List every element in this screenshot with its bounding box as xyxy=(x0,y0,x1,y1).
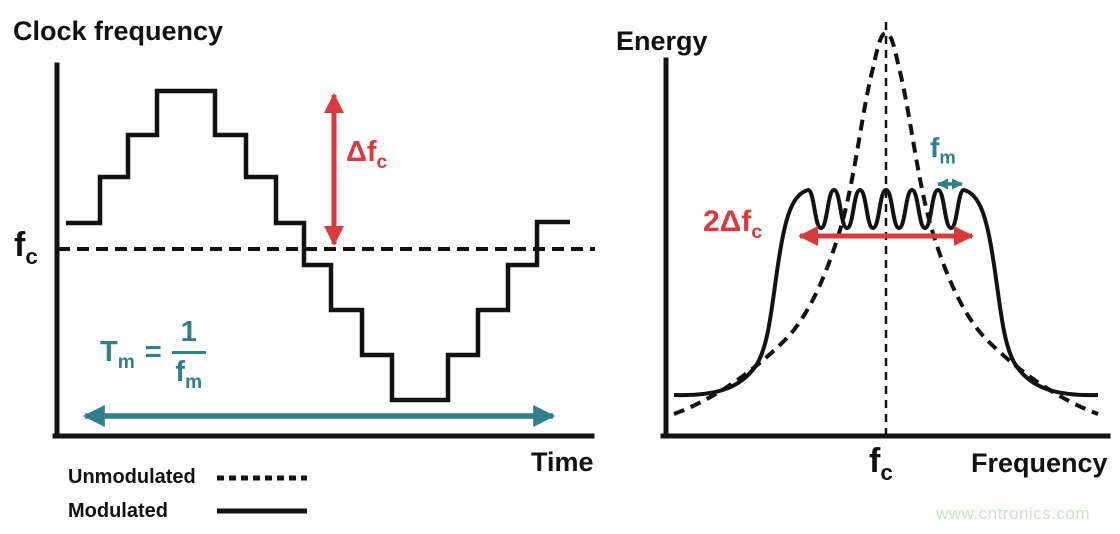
formula-denominator-sub: m xyxy=(185,371,203,393)
left-plot-axes xyxy=(52,62,595,439)
carrier-frequency-main: f xyxy=(14,226,26,264)
frequency-deviation-sub: c xyxy=(376,151,388,173)
frequency-deviation-label: Δfc xyxy=(346,136,387,172)
modulation-period-formula: Tm = 1 fm xyxy=(100,318,206,392)
right-plot-axes xyxy=(660,57,1111,439)
right-y-axis-title: Energy xyxy=(616,26,708,56)
center-frequency-main: f xyxy=(869,442,881,480)
formula-lhs-main: T xyxy=(100,336,118,368)
formula-equals: = xyxy=(144,336,162,368)
spread-width-label: 2Δfc xyxy=(703,205,762,242)
formula-lhs-sub: m xyxy=(117,351,135,373)
formula-lhs: Tm xyxy=(100,336,135,372)
center-frequency-sub: c xyxy=(880,459,893,485)
staircase-modulation-waveform xyxy=(66,88,570,403)
frequency-deviation-main: Δf xyxy=(346,136,377,168)
left-x-axis-title: Time xyxy=(531,447,594,477)
formula-fraction: 1 fm xyxy=(171,318,206,392)
formula-denominator: fm xyxy=(175,354,202,392)
site-watermark: www.cntronics.com xyxy=(936,504,1090,523)
unmodulated-spectrum-curve xyxy=(673,30,1099,416)
left-plot-title: Clock frequency xyxy=(13,16,224,46)
legend-item-unmodulated: Unmodulated xyxy=(68,466,196,488)
ripple-spacing-label: fm xyxy=(930,132,956,167)
carrier-frequency-label: fc xyxy=(14,226,38,268)
spread-width-main: 2Δf xyxy=(703,205,752,238)
center-frequency-label: fc xyxy=(869,442,893,484)
spread-width-sub: c xyxy=(751,221,763,243)
right-x-axis-title: Frequency xyxy=(971,448,1108,478)
ripple-spacing-main: f xyxy=(930,132,940,163)
modulated-spectrum-curve xyxy=(673,187,1099,398)
formula-denominator-main: f xyxy=(175,356,186,388)
formula-numerator: 1 xyxy=(171,318,206,354)
carrier-frequency-sub: c xyxy=(25,243,38,269)
legend-item-modulated: Modulated xyxy=(68,500,168,522)
ripple-spacing-sub: m xyxy=(939,146,956,168)
